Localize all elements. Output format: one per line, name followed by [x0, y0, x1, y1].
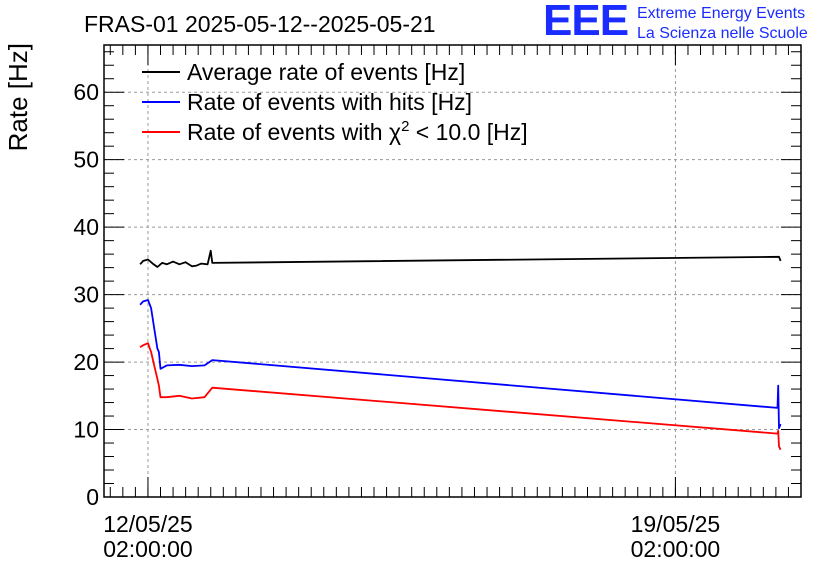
y-tick-label: 0	[86, 484, 99, 510]
series-line-1	[139, 249, 782, 268]
legend-label-2: Rate of events with hits [Hz]	[187, 89, 472, 115]
series-line-2	[139, 299, 782, 430]
legend-label-3: Rate of events with χ2 < 10.0 [Hz]	[187, 118, 528, 145]
x-tick-label-date: 12/05/25	[103, 511, 193, 537]
x-tick-label-time: 02:00:00	[103, 536, 193, 562]
plot-frame	[103, 44, 802, 498]
y-tick-label: 50	[73, 147, 99, 173]
y-tick-label: 60	[73, 79, 99, 105]
series-line-3	[139, 342, 782, 451]
eee-logo-mark: EEE	[543, 0, 629, 45]
eee-logo: EEE Extreme Energy Events La Scienza nel…	[543, 0, 833, 46]
y-tick-label: 40	[73, 214, 99, 240]
y-tick-label: 20	[73, 349, 99, 375]
series-lines	[139, 249, 782, 451]
x-tick-label-date: 19/05/25	[631, 511, 721, 537]
legend-label-1: Average rate of events [Hz]	[187, 59, 465, 85]
legend: Average rate of events [Hz] Rate of event…	[142, 59, 528, 145]
logo-line-1: Extreme Energy Events	[637, 5, 806, 22]
y-axis-label: Rate [Hz]	[3, 43, 33, 151]
logo-line-2: La Scienza nelle Scuole	[637, 25, 808, 42]
chart-title: FRAS-01 2025-05-12--2025-05-21	[84, 11, 436, 37]
x-tick-label-time: 02:00:00	[631, 536, 721, 562]
grid-lines	[104, 45, 801, 497]
y-tick-label: 10	[73, 417, 99, 443]
axis-ticks: 010203040506012/05/2502:00:0019/05/2502:…	[73, 45, 801, 562]
y-tick-label: 30	[73, 282, 99, 308]
